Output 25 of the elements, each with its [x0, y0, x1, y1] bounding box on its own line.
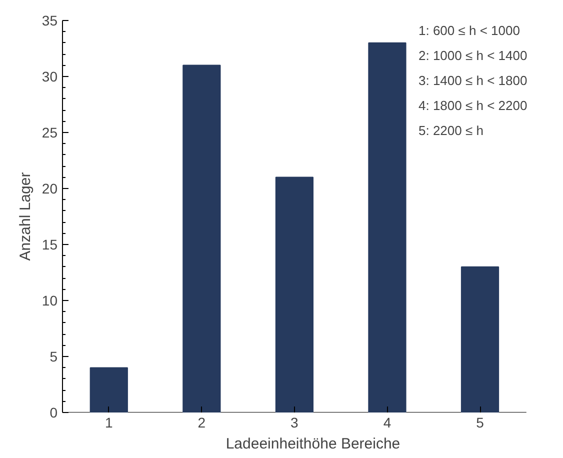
y-tick-label: 0 — [50, 404, 58, 420]
x-axis-title: Ladeeinheithöhe Bereiche — [226, 436, 400, 452]
x-tick-label: 3 — [290, 414, 299, 430]
y-tick-label: 5 — [50, 348, 58, 364]
bar — [275, 176, 314, 412]
x-tick-label: 4 — [383, 414, 392, 430]
x-tick-label: 1 — [104, 414, 113, 430]
annotation: 4: 1800 ≤ h < 2200 — [418, 98, 528, 113]
x-tick-label: 5 — [476, 414, 484, 430]
y-axis-title: Anzahl Lager — [16, 172, 34, 261]
y-tick-label: 25 — [42, 124, 58, 140]
bar — [460, 266, 500, 412]
x-tick-label: 2 — [198, 414, 206, 430]
annotation: 5: 2200 ≤ h — [418, 123, 484, 138]
annotation: 2: 1000 ≤ h < 1400 — [418, 48, 528, 63]
y-tick-label: 15 — [42, 236, 58, 252]
bar — [90, 367, 128, 412]
y-tick-label: 20 — [42, 180, 58, 196]
y-tick-label: 30 — [42, 68, 58, 84]
y-tick-label: 35 — [42, 12, 58, 28]
annotation: 3: 1400 ≤ h < 1800 — [418, 73, 528, 88]
y-tick-label: 10 — [42, 292, 58, 308]
bar — [368, 42, 406, 412]
annotation: 1: 600 ≤ h < 1000 — [418, 23, 520, 38]
bar — [182, 64, 221, 412]
